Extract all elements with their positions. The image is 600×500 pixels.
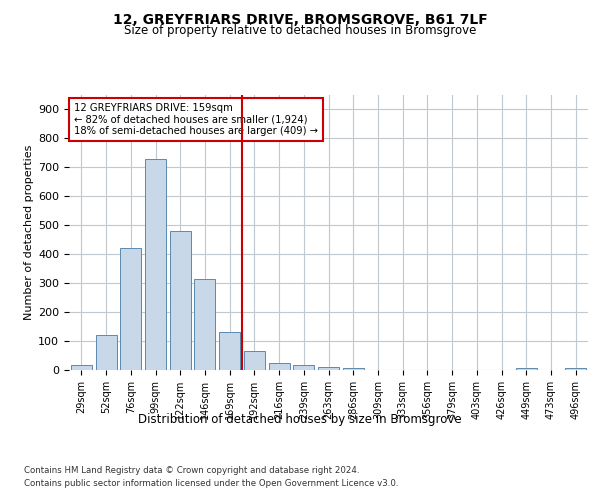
Bar bbox=[269, 363, 290, 370]
Bar bbox=[120, 248, 141, 370]
Bar bbox=[293, 365, 314, 370]
Y-axis label: Number of detached properties: Number of detached properties bbox=[24, 145, 34, 320]
Bar bbox=[244, 351, 265, 370]
Bar bbox=[194, 279, 215, 370]
Bar bbox=[95, 334, 116, 370]
Text: Contains public sector information licensed under the Open Government Licence v3: Contains public sector information licen… bbox=[24, 479, 398, 488]
Text: Distribution of detached houses by size in Bromsgrove: Distribution of detached houses by size … bbox=[138, 412, 462, 426]
Bar bbox=[71, 365, 92, 370]
Text: 12 GREYFRIARS DRIVE: 159sqm
← 82% of detached houses are smaller (1,924)
18% of : 12 GREYFRIARS DRIVE: 159sqm ← 82% of det… bbox=[74, 104, 318, 136]
Bar bbox=[219, 332, 240, 370]
Bar bbox=[343, 368, 364, 370]
Bar bbox=[516, 368, 537, 370]
Text: Contains HM Land Registry data © Crown copyright and database right 2024.: Contains HM Land Registry data © Crown c… bbox=[24, 466, 359, 475]
Text: Size of property relative to detached houses in Bromsgrove: Size of property relative to detached ho… bbox=[124, 24, 476, 37]
Bar bbox=[565, 368, 586, 370]
Bar bbox=[170, 231, 191, 370]
Bar bbox=[318, 367, 339, 370]
Text: 12, GREYFRIARS DRIVE, BROMSGROVE, B61 7LF: 12, GREYFRIARS DRIVE, BROMSGROVE, B61 7L… bbox=[113, 12, 487, 26]
Bar bbox=[145, 158, 166, 370]
